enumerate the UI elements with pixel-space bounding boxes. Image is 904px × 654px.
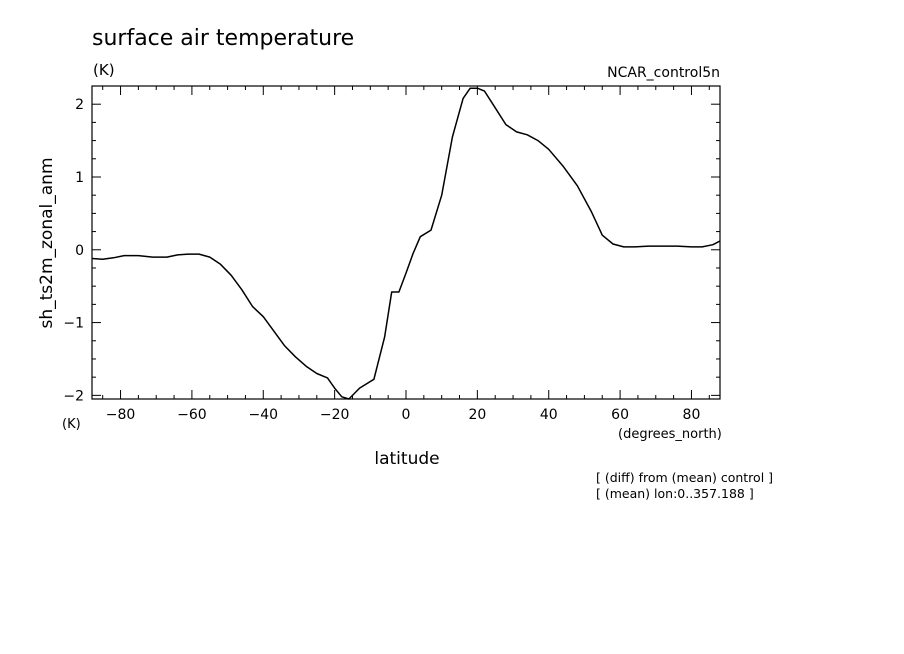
x-tick-label: 80 (683, 407, 701, 423)
plot-frame (91, 85, 721, 400)
y-tick-label: 0 (75, 243, 84, 259)
x-tick-label: −80 (106, 407, 136, 423)
axis-ticks (92, 86, 720, 399)
y-tick-label: −2 (63, 388, 84, 404)
chart-title: surface air temperature (92, 26, 354, 51)
x-tick-label: −40 (248, 407, 278, 423)
x-tick-label: 0 (402, 407, 411, 423)
tick-labels: −80 −60 −40 −20 0 20 40 60 80 −2 −1 0 1 2 (63, 97, 700, 423)
x-units-label: (degrees_north) (618, 427, 722, 442)
x-tick-label: −60 (177, 407, 207, 423)
units-label: (K) (93, 61, 115, 79)
x-tick-label: 40 (540, 407, 558, 423)
series-line (91, 87, 721, 400)
x-tick-label: −20 (320, 407, 350, 423)
x-tick-label: 60 (611, 407, 629, 423)
y-tick-label: 1 (75, 170, 84, 186)
footnote-mean: [ (mean) lon:0..357.188 ] (596, 486, 754, 501)
y-axis-label: sh_ts2m_zonal_anm (37, 157, 57, 328)
footnote-diff: [ (diff) from (mean) control ] (596, 470, 773, 485)
dataset-label: NCAR_control5n (607, 65, 720, 81)
y-tick-label: 2 (75, 97, 84, 113)
x-axis-label: latitude (374, 449, 439, 469)
y-tick-label: −1 (63, 316, 84, 332)
y-units-label: (K) (62, 417, 81, 432)
x-tick-label: 20 (468, 407, 486, 423)
